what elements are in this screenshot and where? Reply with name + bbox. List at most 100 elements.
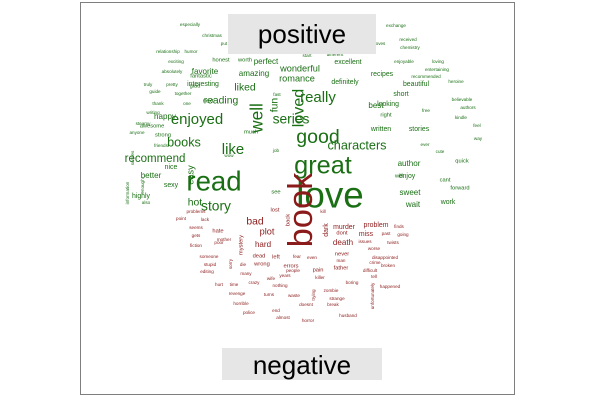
word-positive-one: one (183, 101, 191, 106)
word-negative-finds: finds (394, 224, 404, 229)
word-negative-even: even (307, 255, 317, 260)
word-positive-start: start (303, 53, 313, 58)
word-positive-steamy: steamy (136, 121, 152, 126)
word-negative-zombie: zombie (324, 288, 339, 293)
word-negative-wife: wife (267, 276, 276, 281)
word-negative-hurt: hurt (215, 282, 224, 287)
word-positive-forward: forward (450, 186, 469, 192)
word-negative-strange: strange (329, 296, 345, 301)
word-positive-anyone: anyone (129, 130, 145, 135)
word-negative-boring: boring (346, 280, 359, 285)
word-positive-enjoyable: enjoyable (394, 59, 414, 64)
word-positive-series: series (273, 112, 310, 127)
word-negative-police: police (243, 310, 255, 315)
word-positive-fun: fun (270, 98, 281, 113)
word-positive-kindle: kindle (455, 115, 467, 120)
word-negative-pain: pain (313, 268, 324, 274)
word-negative-almost: almost (276, 315, 290, 320)
word-negative-murder: murder (333, 224, 356, 231)
word-positive-chemistry: chemistry (400, 45, 420, 50)
word-negative-errors: errors (283, 264, 298, 270)
word-negative-dark: dark (323, 223, 330, 237)
word-negative-horror: horror (302, 318, 315, 323)
word-positive-stories: stories (409, 126, 430, 133)
word-positive-authors: authors (460, 105, 476, 110)
word-positive-sweet: sweet (399, 188, 421, 197)
word-positive-happy: happy (154, 112, 176, 121)
word-negative-die: die (240, 262, 247, 267)
word-positive-quick: quick (455, 159, 469, 165)
word-negative-seems: seems (189, 225, 203, 230)
word-positive-wow: wow (224, 153, 234, 158)
word-positive-relationship: relationship (156, 49, 180, 54)
word-positive-romance: romance (279, 73, 315, 83)
word-negative-crazy: crazy (249, 280, 261, 285)
word-negative-doesnt: doesnt (299, 302, 314, 307)
word-positive-like: like (222, 141, 244, 158)
word-negative-waste: waste (288, 293, 300, 298)
word-positive-feel: feel (473, 123, 480, 128)
word-positive-recommend: recommend (125, 153, 186, 165)
word-positive-way: way (474, 136, 483, 141)
word-positive-excellent: excellent (334, 59, 361, 66)
word-positive-together: together (175, 91, 192, 96)
word-negative-broken: broken (381, 263, 395, 268)
word-negative-sorry: sorry (228, 258, 233, 269)
word-negative-killer: killer (315, 275, 325, 280)
word-negative-worse: worse (368, 246, 381, 251)
word-positive-easy: easy (185, 165, 195, 185)
word-positive-fantastic: fantastic (190, 74, 212, 80)
word-negative-gets: gets (192, 233, 201, 238)
word-negative-many: many (240, 271, 252, 276)
word-positive-will: will (394, 174, 403, 180)
word-positive-work: work (440, 199, 456, 206)
word-positive-written: written (370, 126, 391, 133)
word-negative-turns: turns (264, 292, 275, 297)
word-positive-cant: cant (440, 178, 451, 184)
word-positive-heroine: heroine (448, 79, 464, 84)
word-negative-revenge: revenge (229, 291, 246, 296)
word-positive-reading: reading (204, 96, 239, 107)
word-positive-scenes: scenes (130, 150, 135, 165)
word-positive-favorite: favorite (192, 67, 219, 76)
word-positive-story: story (201, 199, 231, 214)
word-positive-free: free (422, 108, 430, 113)
word-positive-writing: writing (146, 110, 160, 115)
word-negative-dont: dont (336, 231, 348, 237)
word-negative-tell: tell (371, 274, 377, 279)
word-negative-unfortunately: unfortunately (370, 282, 375, 309)
word-positive-short: short (393, 91, 408, 98)
word-negative-happened: happened (380, 284, 401, 289)
word-negative-hard: hard (255, 240, 271, 249)
word-positive-sexy: sexy (164, 182, 179, 189)
word-positive-books: books (167, 135, 201, 149)
word-negative-wrong: wrong (253, 262, 270, 268)
word-negative-bad: bad (246, 217, 264, 228)
word-negative-miss: miss (359, 231, 374, 238)
word-negative-disappointed: disappointed (372, 255, 398, 260)
word-positive-believable: believable (452, 97, 473, 102)
word-positive-strong: strong (155, 133, 171, 139)
word-negative-fiction: fiction (190, 243, 202, 248)
word-negative-trying: trying (311, 289, 316, 301)
word-positive-best: best (368, 101, 384, 110)
word-positive-enough: enough (140, 178, 145, 194)
negative-group-label: negative (222, 348, 382, 380)
word-positive-amazing: amazing (239, 69, 269, 78)
word-positive-friends: friends (154, 143, 168, 148)
word-negative-people: people (286, 268, 300, 273)
word-positive-perfect: perfect (254, 57, 279, 66)
word-positive-liked: liked (234, 83, 256, 94)
word-positive-job: job (272, 148, 280, 153)
word-negative-time: time (230, 282, 239, 287)
word-positive-loving: loving (432, 59, 444, 64)
word-negative-plot: plot (260, 226, 275, 236)
word-positive-much: much (244, 130, 258, 136)
word-positive-exchange: exchange (386, 23, 406, 28)
word-positive-information: information (125, 181, 130, 204)
word-negative-problems: problems (187, 209, 207, 214)
word-positive-christmas: christmas (202, 33, 222, 38)
word-positive-better: better (141, 171, 162, 180)
word-positive-characters: characters (327, 138, 386, 152)
word-positive-loved: loved (289, 89, 307, 127)
